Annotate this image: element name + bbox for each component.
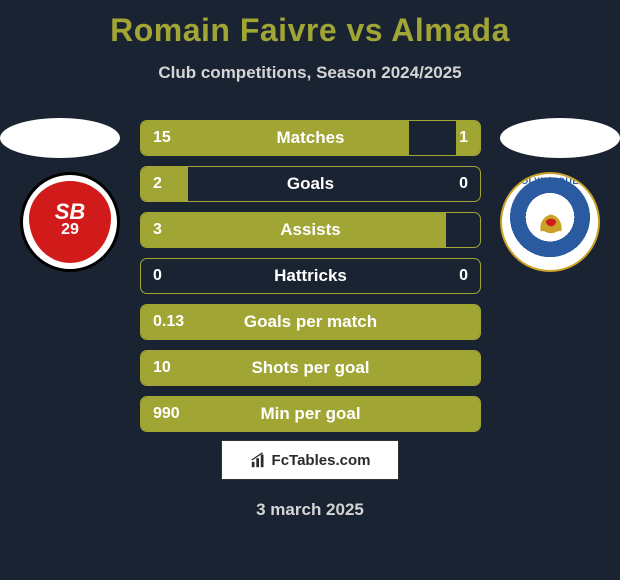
page-date: 3 march 2025 [0,500,620,520]
stats-container: 15 Matches 1 2 Goals 0 3 Assists 0 Hattr… [140,120,481,442]
team-crest-right-text: OLYMPIQUE [502,176,598,186]
team-crest-left-inner [29,181,111,263]
team-crest-right: OLYMPIQUE [500,172,600,272]
stat-value-right: 0 [459,167,468,201]
player-ellipse-left [0,118,120,158]
stat-row-hattricks: 0 Hattricks 0 [140,258,481,294]
stat-value-right: 1 [459,121,468,155]
stat-value-right: 0 [459,259,468,293]
stat-label: Goals [141,167,480,201]
stat-label: Shots per goal [141,351,480,385]
stat-label: Matches [141,121,480,155]
brand-logo[interactable]: FcTables.com [221,440,399,480]
stat-label: Hattricks [141,259,480,293]
chart-icon [250,451,268,469]
brand-name: FcTables.com [272,452,371,469]
page-subtitle: Club competitions, Season 2024/2025 [0,63,620,83]
stat-row-assists: 3 Assists [140,212,481,248]
lion-icon [534,206,568,240]
page-title: Romain Faivre vs Almada [0,0,620,49]
stat-row-goals-per-match: 0.13 Goals per match [140,304,481,340]
stat-label: Goals per match [141,305,480,339]
stat-label: Assists [141,213,480,247]
team-crest-left [20,172,120,272]
stat-row-matches: 15 Matches 1 [140,120,481,156]
stat-row-goals: 2 Goals 0 [140,166,481,202]
stat-label: Min per goal [141,397,480,431]
stat-row-min-per-goal: 990 Min per goal [140,396,481,432]
player-ellipse-right [500,118,620,158]
stat-row-shots-per-goal: 10 Shots per goal [140,350,481,386]
